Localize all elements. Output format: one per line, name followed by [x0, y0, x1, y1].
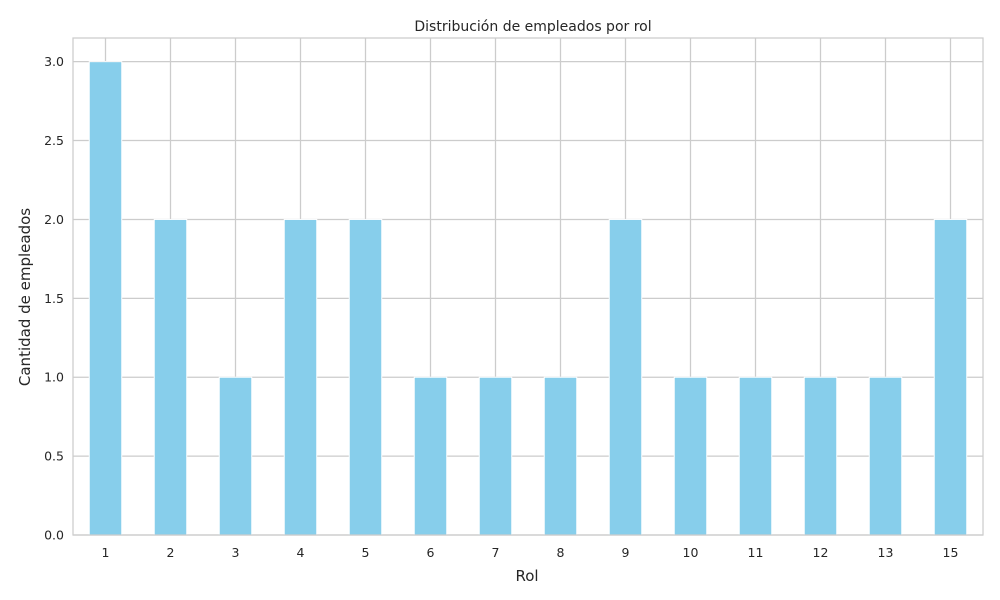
y-tick-label: 0.5 [44, 449, 64, 464]
bar-rol-15 [933, 218, 968, 536]
bar-rol-6 [413, 376, 448, 536]
x-tick-label: 4 [297, 545, 305, 560]
bar-rol-12 [803, 376, 838, 536]
bar-rol-13 [868, 376, 903, 536]
bar-rol-5 [348, 218, 383, 536]
x-tick-label: 9 [622, 545, 630, 560]
y-tick-label: 3.0 [44, 54, 64, 69]
bar-rol-4 [283, 218, 318, 536]
plot-frame [72, 37, 984, 536]
y-tick-label: 2.0 [44, 212, 64, 227]
bar-rol-7 [478, 376, 513, 536]
x-tick-label: 6 [427, 545, 435, 560]
x-tick-label: 1 [102, 545, 110, 560]
y-tick-label: 2.5 [44, 133, 64, 148]
y-tick-label: 0.0 [44, 528, 64, 543]
bar-rol-8 [543, 376, 578, 536]
x-tick-label: 10 [683, 545, 699, 560]
bar-rol-1 [88, 61, 123, 536]
plot-border [72, 37, 984, 536]
x-tick-label: 8 [557, 545, 565, 560]
x-tick-label: 15 [943, 545, 959, 560]
bar-rol-3 [218, 376, 253, 536]
y-axis-ticks: 0.0 0.5 1.0 1.5 2.0 2.5 3.0 [44, 54, 64, 542]
y-axis-label: Cantidad de empleados [16, 208, 34, 386]
grid-layer [73, 38, 983, 536]
x-axis-ticks: 1 2 3 4 5 6 7 8 9 10 11 12 13 15 [102, 545, 959, 560]
x-tick-label: 7 [492, 545, 500, 560]
x-tick-label: 5 [362, 545, 370, 560]
x-tick-label: 3 [232, 545, 240, 560]
x-tick-label: 13 [878, 545, 894, 560]
y-tick-label: 1.0 [44, 370, 64, 385]
x-axis-label: Rol [515, 567, 538, 585]
bar-rol-10 [673, 376, 708, 536]
bars-layer [88, 61, 968, 536]
bar-rol-11 [738, 376, 773, 536]
y-tick-label: 1.5 [44, 291, 64, 306]
x-tick-label: 2 [167, 545, 175, 560]
x-tick-label: 11 [748, 545, 764, 560]
chart-title: Distribución de empleados por rol [414, 19, 651, 35]
bar-rol-2 [153, 218, 188, 536]
bar-rol-9 [608, 218, 643, 536]
x-tick-label: 12 [813, 545, 829, 560]
